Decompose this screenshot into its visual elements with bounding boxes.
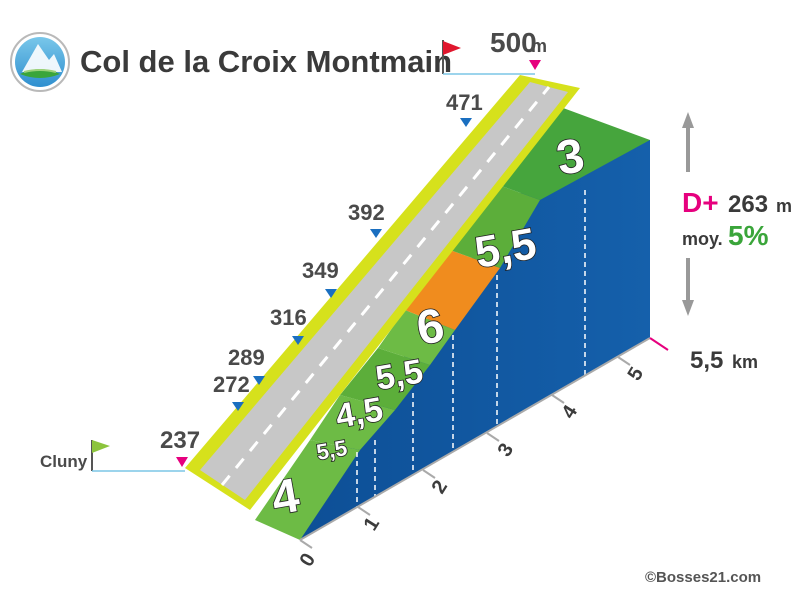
altitude-pointer-icon	[460, 118, 472, 127]
km-tick-1	[357, 506, 371, 516]
altitude-marker-349: 349	[302, 258, 339, 283]
summit-altitude-unit: m	[531, 36, 547, 56]
km-tick-5	[617, 356, 631, 366]
elevation-arrow-icon	[682, 112, 694, 316]
altitude-marker-471: 471	[446, 90, 483, 115]
grade-label-5: 5,5	[471, 219, 540, 278]
distance-value: 5,5	[690, 347, 723, 374]
credit-text: ©Bosses21.com	[645, 569, 761, 586]
km-tick-end	[649, 337, 669, 351]
grade-label-0: 4	[268, 469, 304, 526]
altitude-marker-272: 272	[213, 372, 250, 397]
grade-label-3: 5,5	[373, 352, 426, 398]
summit-marker-icon	[529, 60, 541, 70]
km-label-2: 2	[428, 477, 453, 498]
altitude-pointer-icon	[370, 229, 382, 238]
segment-0	[255, 440, 360, 540]
start-flag-icon	[91, 440, 185, 472]
km-tick-0	[299, 539, 313, 549]
road-surface	[200, 82, 568, 500]
altitude-pointer-icon	[253, 376, 265, 385]
logo-icon	[10, 32, 70, 92]
dplus-value: 263	[728, 191, 768, 218]
dplus-unit: m	[776, 196, 792, 216]
road	[185, 75, 580, 510]
segment-5	[450, 180, 540, 268]
altitude-markers: 272 289 316 349 392 471	[213, 90, 483, 411]
page-title: Col de la Croix Montmain	[80, 44, 452, 79]
km-axis-line	[299, 337, 651, 541]
segment-3	[378, 310, 455, 365]
segment-2	[340, 348, 430, 410]
dplus-label: D+	[682, 187, 719, 218]
altitude-pointer-icon	[325, 289, 337, 298]
grade-label-1: 5,5	[315, 435, 349, 465]
summit-flag-icon	[442, 40, 535, 75]
km-tick-2	[422, 469, 436, 479]
altitude-pointer-icon	[292, 336, 304, 345]
km-label-5: 5	[624, 364, 649, 385]
km-tick-4	[551, 394, 565, 404]
road-centerline	[220, 86, 551, 486]
altitude-marker-316: 316	[270, 305, 307, 330]
km-label-3: 3	[494, 440, 519, 461]
km-tick-3	[486, 432, 500, 442]
start-marker-icon	[176, 457, 188, 467]
segment-6	[485, 105, 650, 200]
altitude-marker-289: 289	[228, 345, 265, 370]
start-name: Cluny	[40, 452, 88, 471]
gradient-ribbon	[255, 105, 650, 540]
distance-unit: km	[732, 352, 758, 372]
profile-side-face	[300, 140, 650, 540]
altitude-pointer-icon	[232, 402, 244, 411]
km-separators	[356, 190, 586, 510]
avg-value: 5%	[728, 220, 769, 251]
grade-label-2: 4,5	[333, 390, 386, 436]
km-label-0: 0	[296, 550, 321, 571]
avg-label: moy.	[682, 229, 723, 249]
summit-altitude: 500	[490, 27, 537, 58]
km-label-4: 4	[558, 401, 583, 423]
segment-4	[405, 250, 500, 330]
segment-1	[310, 395, 395, 450]
start-altitude: 237	[160, 427, 200, 454]
km-label-1: 1	[360, 514, 385, 535]
km-axis	[299, 337, 669, 549]
altitude-marker-392: 392	[348, 200, 385, 225]
